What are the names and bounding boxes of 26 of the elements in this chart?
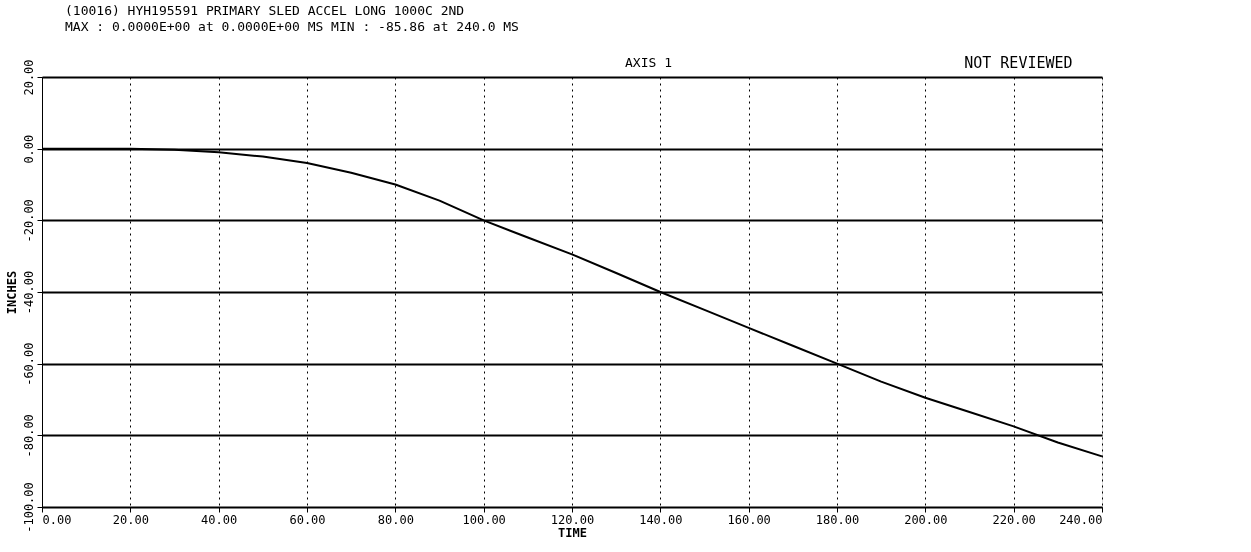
y-tick-label: 20.00 <box>21 59 36 96</box>
y-tick-label: 0.00 <box>21 134 36 164</box>
x-tick-label: 160.00 <box>727 512 771 527</box>
x-tick-label: 200.00 <box>904 512 948 527</box>
x-tick-label: 0.00 <box>42 512 72 527</box>
x-tick-label: 120.00 <box>550 512 595 527</box>
x-axis-title: TIME <box>558 525 587 540</box>
x-tick-label: 240.00 <box>1059 512 1103 527</box>
x-tick-label: 140.00 <box>639 512 683 527</box>
x-tick-label: 100.00 <box>462 512 506 527</box>
x-tick-label: 180.00 <box>815 512 860 527</box>
y-tick-label: -40.00 <box>21 270 36 315</box>
x-tick-label: 220.00 <box>992 512 1036 527</box>
chart-title: (10016) HYH195591 PRIMARY SLED ACCEL LONG 1000C 2ND <box>65 3 465 18</box>
x-tick-label: 60.00 <box>289 512 326 527</box>
y-tick-label: -20.00 <box>21 199 36 243</box>
chart-subtitle: MAX : 0.0000E+00 at 0.0000E+00 MS MIN : -85.86 at 240.0 MS <box>65 19 519 34</box>
y-axis-title: INCHES <box>4 270 19 315</box>
x-tick-label: 80.00 <box>377 512 414 527</box>
text: NOT REVIEWED <box>964 54 1073 72</box>
y-tick-label: -60.00 <box>21 342 36 386</box>
x-tick-label: 20.00 <box>112 512 149 527</box>
x-tick-label: 40.00 <box>201 512 238 527</box>
y-tick-label: -100.00 <box>21 482 36 533</box>
text: AXIS 1 <box>625 55 672 70</box>
y-tick-label: -80.00 <box>21 414 36 458</box>
